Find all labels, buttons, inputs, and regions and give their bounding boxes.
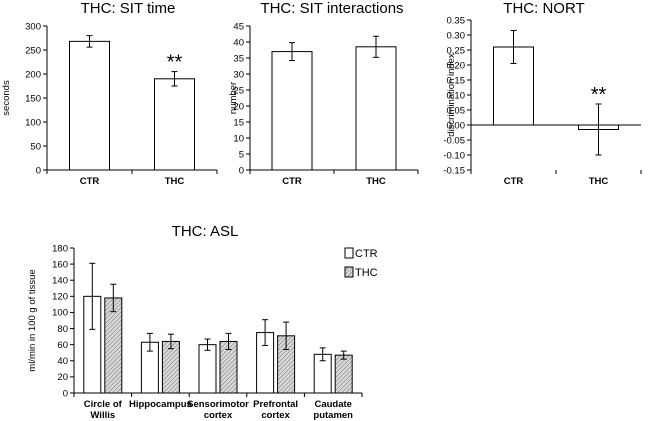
y-tick-label: 30 — [233, 69, 244, 80]
y-tick-label: 10 — [233, 133, 244, 144]
y-tick-label: 15 — [233, 117, 244, 128]
bar-thc-5 — [334, 354, 353, 394]
x-tick-label: cortex — [261, 410, 290, 421]
x-tick-label: THC — [589, 176, 609, 187]
y-tick-label: 100 — [52, 308, 68, 319]
y-tick-label: 40 — [57, 356, 68, 367]
y-tick-label: 250 — [25, 45, 41, 56]
legend-label: CTR — [355, 248, 378, 260]
bar-1 — [69, 40, 110, 171]
x-tick-label: CTR — [80, 176, 100, 187]
x-tick-label: CTR — [504, 176, 524, 187]
chart-1: THC: SIT time 0 50 100 150 200 250 300 seconds CT… — [1, 0, 218, 187]
legend-label: THC — [355, 267, 378, 279]
chart-title: THC: SIT interactions — [260, 0, 403, 17]
y-tick-label: -0.15 — [443, 165, 465, 176]
x-tick-label: CTR — [282, 176, 302, 187]
x-tick-label: Hippocampus — [129, 399, 192, 410]
y-tick-label: 45 — [233, 21, 244, 32]
y-tick-label: 35 — [233, 53, 244, 64]
y-tick-label: 0.20 — [447, 60, 466, 71]
bar-2 — [355, 46, 397, 171]
y-tick-label: 0.15 — [447, 75, 466, 86]
y-axis-label: ml/min in 100 g of tissue — [27, 269, 38, 371]
chart-3: THC: NORT -0.15 -0.10 -0.05 0.00 0.05 0.10 0.15… — [443, 0, 642, 187]
y-tick-label: 0 — [36, 165, 41, 176]
y-tick-label: -0.10 — [443, 150, 465, 161]
y-tick-label: 160 — [52, 259, 68, 270]
x-tick-label: Willis — [90, 410, 115, 421]
x-tick-label: THC — [366, 176, 386, 187]
chart-4: THC: ASL 0 20 40 60 80 100 120 140 160 180 ml/min i… — [27, 223, 378, 421]
y-axis-label: discrimination index — [446, 53, 457, 137]
y-tick-label: 50 — [30, 141, 41, 152]
y-tick-label: 60 — [57, 340, 68, 351]
x-tick-label: Circle of — [84, 399, 123, 410]
chart-2: THC: SIT interactions 0 5 10 15 20 25 30 35 40 45 n… — [228, 0, 419, 187]
x-tick-label: putamen — [313, 410, 353, 421]
bar-ctr-3 — [198, 344, 217, 394]
bar-2 — [154, 78, 195, 171]
x-tick-label: Prefrontal — [253, 399, 298, 410]
y-tick-label: 5 — [239, 149, 244, 160]
chart-title: THC: NORT — [503, 0, 584, 17]
legend-swatch — [344, 266, 354, 278]
y-tick-label: 20 — [57, 372, 68, 383]
y-tick-label: 0.10 — [447, 90, 466, 101]
y-tick-label: 0 — [63, 388, 68, 399]
significance-marker: ** — [167, 52, 183, 74]
y-tick-label: 25 — [233, 85, 244, 96]
y-tick-label: 300 — [25, 21, 41, 32]
y-tick-label: 120 — [52, 292, 68, 303]
x-tick-label: Sensorimotor — [187, 399, 249, 410]
y-tick-label: 0.35 — [447, 15, 466, 26]
y-tick-label: 80 — [57, 324, 68, 335]
y-axis-label: seconds — [1, 80, 12, 116]
y-tick-label: 100 — [25, 117, 41, 128]
x-tick-label: THC — [165, 176, 185, 187]
y-tick-label: 20 — [233, 101, 244, 112]
bar-1 — [271, 51, 313, 171]
y-tick-label: 200 — [25, 69, 41, 80]
bar-thc-1 — [104, 297, 123, 394]
y-tick-label: -0.05 — [443, 135, 465, 146]
y-tick-label: 140 — [52, 276, 68, 287]
y-tick-label: 180 — [52, 243, 68, 254]
y-tick-label: 0.30 — [447, 30, 466, 41]
y-tick-label: 40 — [233, 37, 244, 48]
y-tick-label: 0.05 — [447, 105, 466, 116]
x-tick-label: cortex — [204, 410, 233, 421]
y-axis-label: number — [228, 82, 239, 114]
x-tick-label: Caudate — [314, 399, 351, 410]
y-tick-label: 0 — [239, 165, 244, 176]
significance-marker: ** — [591, 84, 607, 106]
y-tick-label: 0.25 — [447, 45, 466, 56]
chart-title: THC: SIT time — [81, 0, 176, 17]
y-tick-label: 150 — [25, 93, 41, 104]
chart-title: THC: ASL — [172, 223, 239, 240]
y-tick-label: 0.00 — [447, 120, 466, 131]
legend-swatch — [344, 247, 354, 259]
